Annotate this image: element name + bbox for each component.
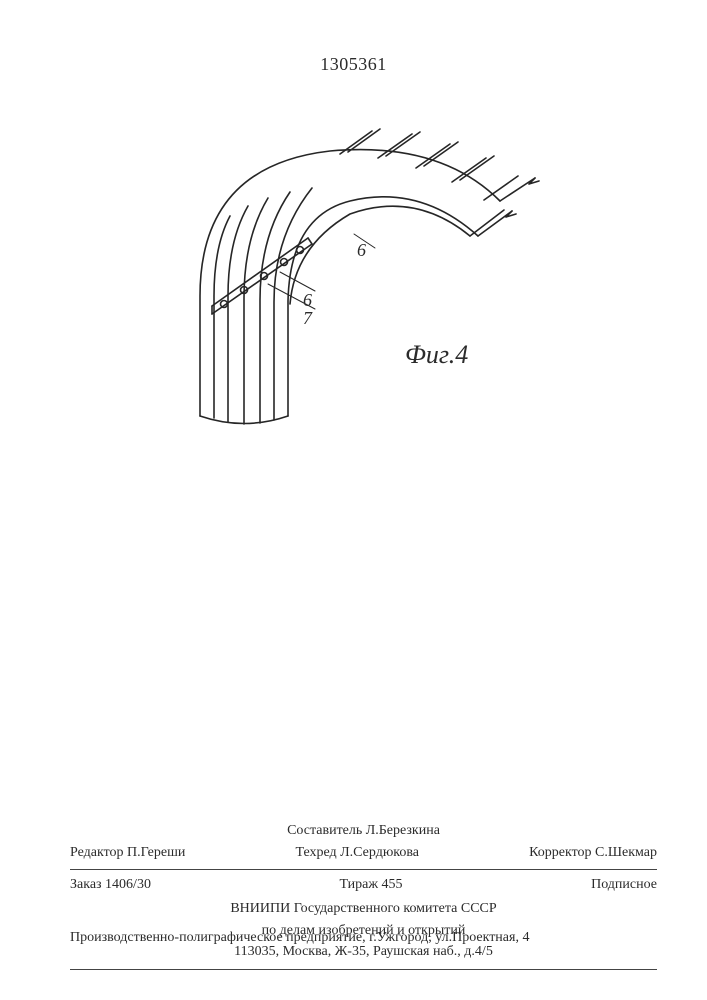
figure-label: Фиг.4 — [405, 340, 468, 370]
reference-numeral-7: 7 — [303, 308, 312, 329]
colophon-block: Составитель Л.Березкина Редактор П.Гереш… — [70, 818, 657, 974]
patent-page: 1305361 — [0, 0, 707, 1000]
subscription: Подписное — [591, 874, 657, 896]
printer-line: Производственно-полиграфическое предприя… — [70, 930, 657, 946]
document-number: 1305361 — [0, 54, 707, 75]
editor-credit: Редактор П.Гереши — [70, 842, 185, 864]
committee-line-1: ВНИИПИ Государственного комитета СССР — [70, 898, 657, 920]
reference-numeral-6-upper: 6 — [357, 240, 366, 261]
techred-credit: Техред Л.Сердюкова — [295, 842, 419, 864]
credits-row: Редактор П.Гереши Техред Л.Сердюкова Кор… — [70, 842, 657, 864]
compiler-line: Составитель Л.Березкина — [287, 823, 440, 838]
order-number: Заказ 1406/30 — [70, 874, 151, 896]
divider-2 — [70, 969, 657, 970]
order-row: Заказ 1406/30 Тираж 455 Подписное — [70, 874, 657, 896]
circulation: Тираж 455 — [339, 874, 402, 896]
figure-4-drawing — [140, 96, 540, 456]
corrector-credit: Корректор С.Шекмар — [529, 842, 657, 864]
figure-4 — [140, 96, 540, 456]
divider-1 — [70, 869, 657, 870]
